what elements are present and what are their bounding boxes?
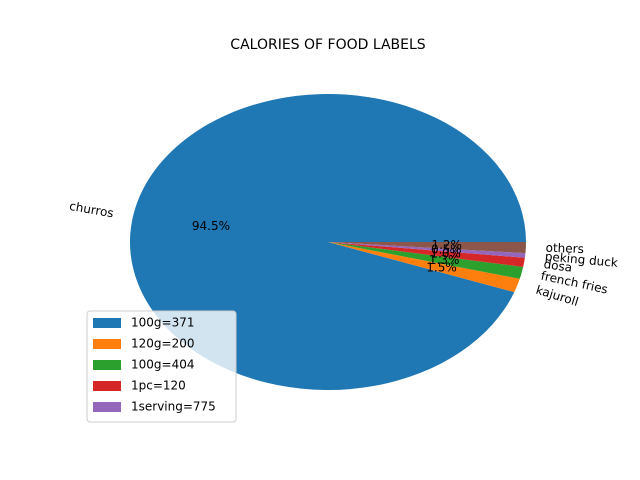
legend-label: 1pc=120 <box>131 379 186 393</box>
pie-slice-dosa <box>328 242 525 267</box>
legend-swatch <box>93 339 121 349</box>
legend-label: 100g=404 <box>131 358 194 372</box>
percent-label-dosa: 1.0% <box>430 247 461 261</box>
slice-label-dosa: dosa <box>543 257 573 275</box>
legend-label: 1serving=775 <box>131 400 216 414</box>
percent-label-peking-duck: 0.5% <box>431 243 462 257</box>
slice-label-others: others <box>545 241 584 256</box>
percent-label-others: 1.2% <box>431 238 462 252</box>
pie-slice-peking-duck <box>328 242 526 258</box>
legend-label: 100g=371 <box>131 316 194 330</box>
legend-swatch <box>93 402 121 412</box>
pie-slice-others <box>328 242 526 254</box>
legend-swatch <box>93 318 121 328</box>
legend-swatch <box>93 381 121 391</box>
legend-swatch <box>93 360 121 370</box>
percent-label-churros: 94.5% <box>192 219 230 233</box>
chart-title: CALORIES OF FOOD LABELS <box>230 37 426 53</box>
pie-slice-kajuroll <box>328 242 520 293</box>
slice-label-peking-duck: peking duck <box>544 249 618 270</box>
legend-label: 120g=200 <box>131 337 194 351</box>
legend-frame <box>86 310 237 423</box>
pie-slice-french-fries <box>328 242 524 279</box>
percent-labels: 94.5% 1.5%1.3%1.0%0.5%1.2% <box>192 219 462 274</box>
slice-label-churros: churros <box>68 199 115 220</box>
legend: 100g=371 120g=200 100g=404 1pc=120 1serving=… <box>86 310 237 423</box>
percent-label-kajuroll: 1.5% <box>426 261 457 275</box>
percent-label-french-fries: 1.3% <box>429 253 460 267</box>
